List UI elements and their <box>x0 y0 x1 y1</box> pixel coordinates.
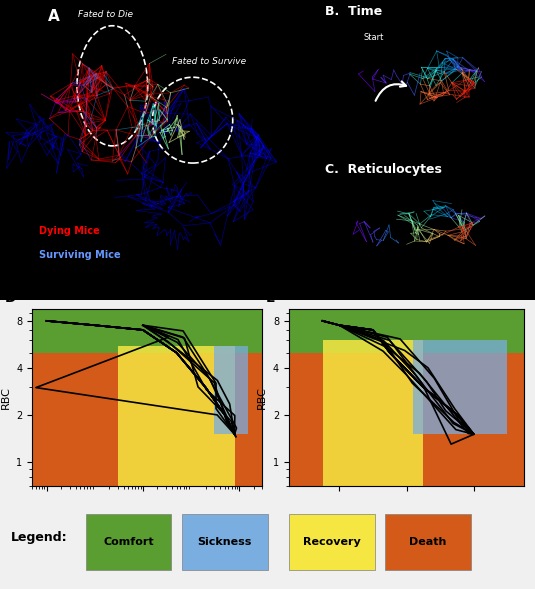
Text: D: D <box>4 291 16 305</box>
Polygon shape <box>118 346 234 486</box>
Text: B.  Time: B. Time <box>325 5 383 18</box>
Text: Death: Death <box>409 537 447 547</box>
FancyBboxPatch shape <box>289 514 374 570</box>
X-axis label: Fech: Fech <box>394 511 419 521</box>
Polygon shape <box>323 340 423 486</box>
Text: Fated to Survive: Fated to Survive <box>172 57 246 67</box>
Polygon shape <box>414 340 508 434</box>
Text: Start: Start <box>364 33 384 42</box>
Y-axis label: RBC: RBC <box>257 386 268 409</box>
Text: Surviving Mice: Surviving Mice <box>39 250 120 260</box>
FancyBboxPatch shape <box>182 514 268 570</box>
Polygon shape <box>289 309 524 353</box>
FancyBboxPatch shape <box>385 514 471 570</box>
X-axis label: Parasite Density: Parasite Density <box>102 511 193 521</box>
Text: Sickness: Sickness <box>197 537 252 547</box>
Polygon shape <box>214 346 248 434</box>
Text: Fated to Die: Fated to Die <box>79 10 133 19</box>
Text: Recovery: Recovery <box>303 537 361 547</box>
Text: Comfort: Comfort <box>103 537 154 547</box>
Polygon shape <box>32 309 262 353</box>
FancyBboxPatch shape <box>86 514 171 570</box>
Text: Legend:: Legend: <box>11 531 67 544</box>
Y-axis label: RBC: RBC <box>1 386 11 409</box>
Text: A: A <box>48 9 60 24</box>
Text: C.  Reticulocytes: C. Reticulocytes <box>325 163 442 176</box>
Text: E: E <box>265 291 275 305</box>
Text: Dying Mice: Dying Mice <box>39 226 100 236</box>
